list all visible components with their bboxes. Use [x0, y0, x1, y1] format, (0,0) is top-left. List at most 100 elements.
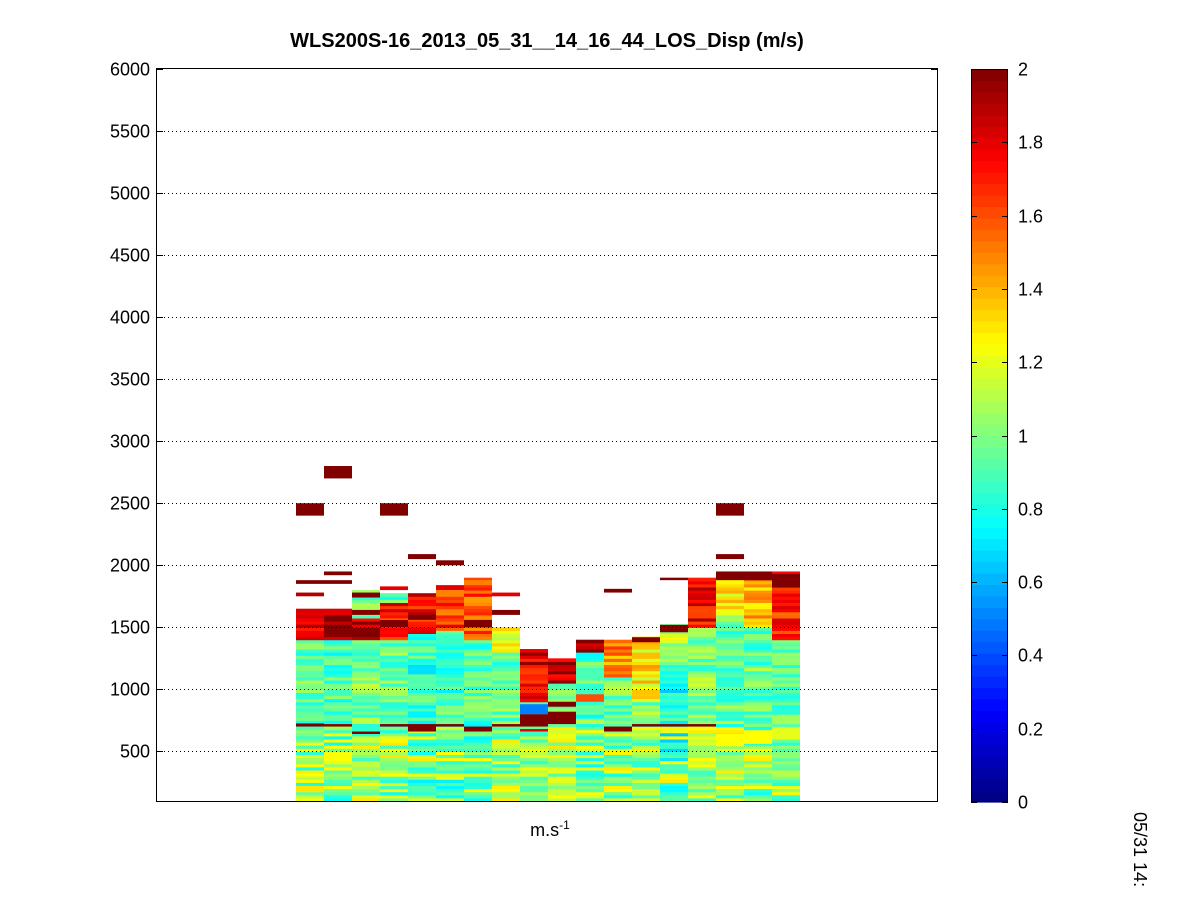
heatmap-cell: [464, 596, 492, 600]
heatmap-cell: [436, 661, 464, 666]
heatmap-cell: [492, 652, 520, 656]
heatmap-cell: [772, 695, 800, 700]
heatmap-cell: [604, 707, 632, 712]
heatmap-cell: [548, 676, 576, 681]
heatmap-cell: [772, 676, 800, 681]
heatmap-cell: [772, 621, 800, 625]
heatmap-cell: [520, 794, 548, 799]
heatmap-cell: [296, 661, 324, 666]
heatmap-cell: [548, 689, 576, 693]
heatmap-cell: [548, 701, 576, 707]
heatmap-cell: [548, 670, 576, 675]
heatmap-cell: [660, 577, 688, 581]
heatmap-cell: [632, 667, 660, 672]
heatmap-cell: [716, 608, 744, 613]
heatmap-cell: [408, 661, 436, 666]
heatmap-cell: [744, 658, 772, 662]
heatmap-cell: [604, 745, 632, 749]
heatmap-cell: [380, 680, 408, 684]
heatmap-cell: [380, 724, 408, 727]
heatmap-cell: [660, 742, 688, 746]
heatmap-cell: [408, 745, 436, 749]
heatmap-cell: [520, 757, 548, 762]
heatmap-cell: [716, 754, 744, 759]
heatmap-cell: [604, 788, 632, 793]
heatmap-cell: [296, 664, 324, 669]
heatmap-cell: [632, 732, 660, 737]
heatmap-cell: [688, 624, 716, 628]
heatmap-cell: [576, 664, 604, 669]
heatmap-cell: [604, 773, 632, 777]
heatmap-cell: [576, 782, 604, 786]
heatmap-cell: [436, 636, 464, 641]
heatmap-cell: [632, 695, 660, 700]
heatmap-cell: [576, 717, 604, 721]
heatmap-cell: [744, 571, 772, 581]
heatmap-cell: [296, 627, 324, 631]
heatmap-cell: [436, 692, 464, 697]
heatmap-cell: [632, 645, 660, 650]
heatmap-cell: [716, 720, 744, 724]
colorbar-swatch: [971, 492, 1008, 505]
heatmap-cell: [296, 769, 324, 774]
heatmap-cell: [632, 751, 660, 755]
heatmap-cell: [492, 673, 520, 678]
colorbar-swatch: [971, 698, 1008, 711]
heatmap-cell: [604, 661, 632, 666]
heatmap-cell: [492, 636, 520, 641]
heatmap-cell: [604, 711, 632, 715]
heatmap-cell: [744, 788, 772, 793]
heatmap-cell: [296, 667, 324, 672]
heatmap-cell: [296, 701, 324, 706]
heatmap-cell: [380, 661, 408, 666]
heatmap-cell: [436, 695, 464, 700]
heatmap-cell: [604, 720, 632, 724]
heatmap-cell: [716, 766, 744, 771]
heatmap-cell: [492, 658, 520, 662]
heatmap-cell: [688, 642, 716, 647]
heatmap-cell: [576, 726, 604, 731]
heatmap-cell: [632, 726, 660, 731]
heatmap-cell: [324, 757, 352, 762]
heatmap-cell: [352, 763, 380, 768]
heatmap-cell: [380, 701, 408, 706]
heatmap-cell: [716, 649, 744, 653]
heatmap-cell: [408, 760, 436, 765]
heatmap-cell: [716, 627, 744, 631]
heatmap-cell: [296, 680, 324, 684]
heatmap-cell: [716, 633, 744, 638]
heatmap-cell: [772, 794, 800, 799]
heatmap-cell: [464, 720, 492, 724]
heatmap-cell: [576, 742, 604, 746]
heatmap-cell: [632, 794, 660, 799]
heatmap-cell: [324, 661, 352, 666]
heatmap-cell: [660, 683, 688, 687]
heatmap-cell: [604, 726, 632, 732]
heatmap-cell: [436, 630, 464, 635]
heatmap-cell: [604, 776, 632, 780]
heatmap-cell: [716, 707, 744, 712]
heatmap-cell: [380, 707, 408, 712]
heatmap-cell: [296, 592, 324, 597]
heatmap-cell: [408, 630, 436, 635]
heatmap-cell: [604, 683, 632, 687]
heatmap-cell: [744, 673, 772, 678]
heatmap-cell: [548, 726, 576, 731]
heatmap-cell: [464, 605, 492, 610]
heatmap-cell: [436, 624, 464, 628]
heatmap-cell: [380, 639, 408, 644]
heatmap-cell: [688, 769, 716, 774]
heatmap-cell: [716, 797, 744, 802]
heatmap-cell: [744, 748, 772, 752]
heatmap-cell: [296, 618, 324, 622]
heatmap-cell: [408, 769, 436, 774]
heatmap-cell: [464, 779, 492, 783]
heatmap-cell: [464, 757, 492, 762]
colorbar-swatch: [971, 217, 1008, 230]
heatmap-cell: [464, 726, 492, 732]
heatmap-cell: [492, 766, 520, 771]
heatmap-cell: [688, 670, 716, 675]
heatmap-cell: [688, 686, 716, 690]
heatmap-cell: [744, 704, 772, 709]
heatmap-cell: [324, 639, 352, 644]
